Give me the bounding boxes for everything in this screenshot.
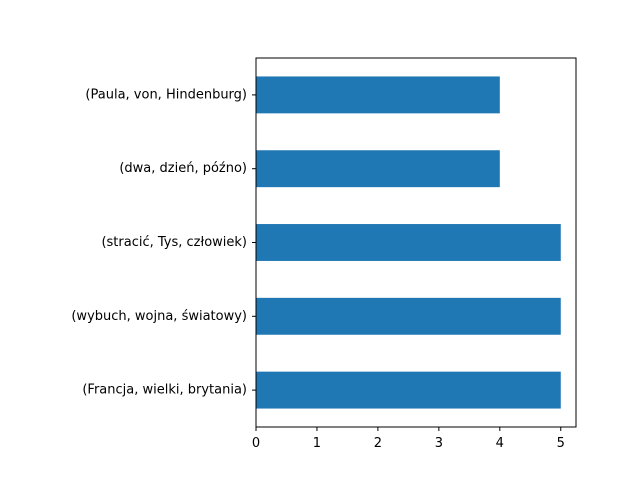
bar	[256, 76, 500, 114]
bar	[256, 297, 561, 335]
y-tick-label: (Paula, von, Hindenburg)	[85, 87, 247, 102]
bar	[256, 150, 500, 188]
x-tick-label: 0	[252, 436, 260, 451]
x-tick-label: 3	[435, 436, 443, 451]
x-axis-ticks: 0 1 2 3 4 5	[252, 427, 565, 451]
x-tick-label: 1	[313, 436, 321, 451]
plot-frame	[255, 57, 577, 428]
y-tick-label: (dwa, dzień, późno)	[119, 161, 247, 176]
y-axis-ticks: (Paula, von, Hindenburg) (dwa, dzień, póź…	[71, 87, 256, 398]
bar	[256, 371, 561, 409]
y-tick-label: (Francja, wielki, brytania)	[82, 383, 247, 398]
x-tick-label: 5	[557, 436, 565, 451]
y-tick-label: (stracić, Tys, człowiek)	[101, 235, 247, 250]
y-tick-label: (wybuch, wojna, światowy)	[71, 309, 247, 324]
bar	[256, 224, 561, 261]
x-tick-label: 2	[374, 436, 382, 451]
bars-layer	[256, 76, 561, 409]
x-tick-label: 4	[496, 436, 504, 451]
